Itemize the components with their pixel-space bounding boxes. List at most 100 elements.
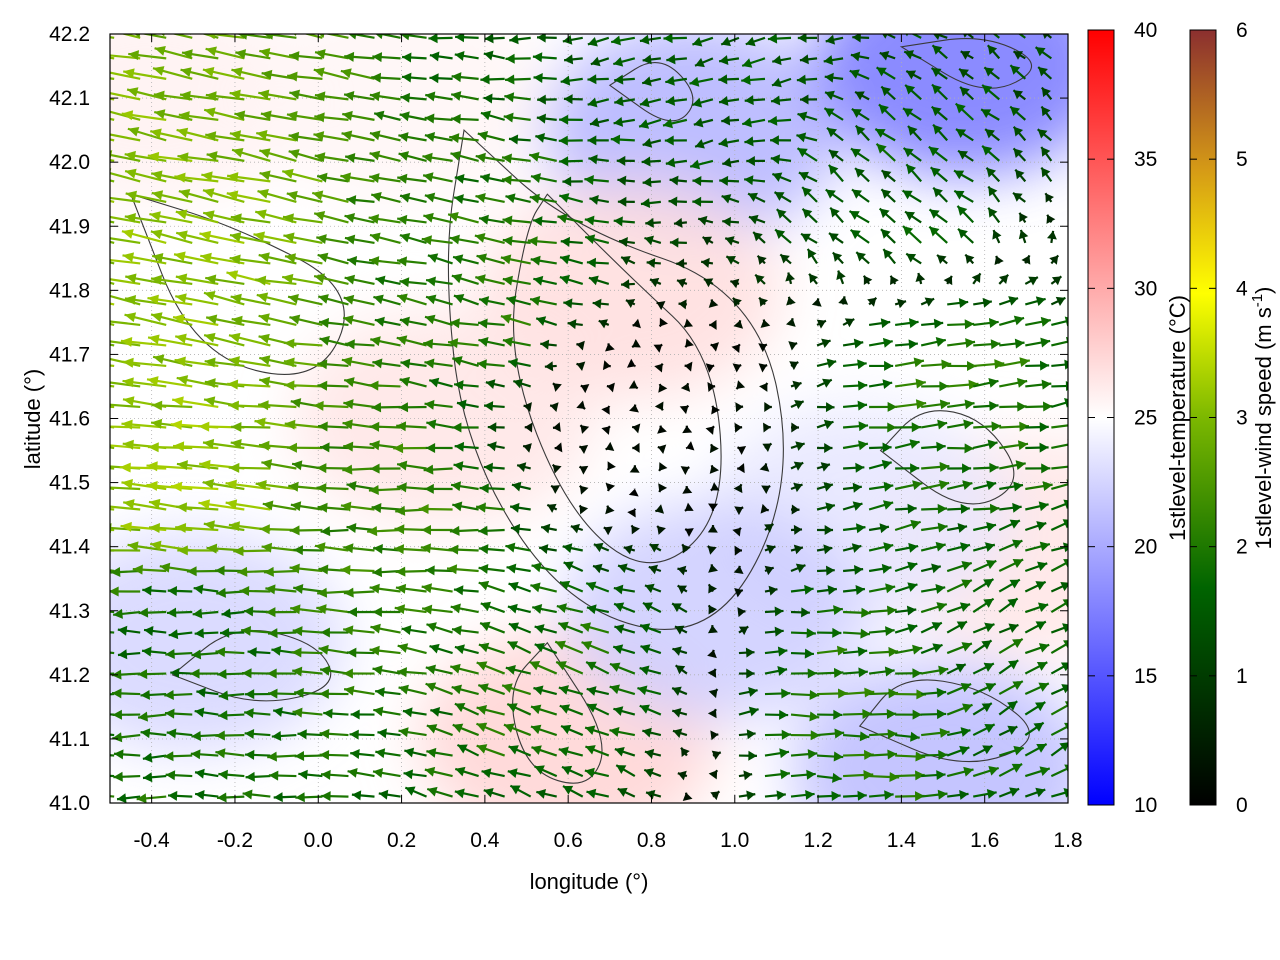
wind-arrow bbox=[972, 597, 995, 613]
wind-arrow-head bbox=[286, 442, 297, 453]
wind-arrow bbox=[973, 297, 993, 308]
wind-arrow bbox=[203, 290, 245, 306]
wind-arrow bbox=[288, 51, 323, 62]
wind-arrow bbox=[956, 205, 975, 224]
y-tick-label: 41.0 bbox=[49, 792, 90, 815]
wind-arrow bbox=[194, 768, 219, 779]
wind-arrow-head bbox=[592, 298, 602, 309]
wind-arrow-head bbox=[707, 649, 717, 659]
wind-arrow-head bbox=[110, 336, 111, 337]
wind-arrow bbox=[946, 766, 974, 778]
wind-arrow bbox=[559, 274, 584, 285]
wind-arrow bbox=[502, 215, 531, 226]
wind-arrow-head bbox=[530, 704, 542, 715]
wind-arrow-shaft bbox=[376, 34, 401, 39]
wind-arrow bbox=[346, 481, 375, 491]
wind-arrow bbox=[344, 152, 375, 163]
wind-arrow-head bbox=[707, 625, 718, 634]
wind-arrow bbox=[1034, 46, 1052, 60]
wind-arrow bbox=[627, 508, 637, 518]
wind-arrow-shaft bbox=[110, 357, 141, 368]
wind-arrow-head bbox=[905, 211, 916, 221]
wind-arrow-head bbox=[245, 749, 255, 760]
wind-arrow-head bbox=[478, 318, 488, 329]
wind-arrow bbox=[816, 481, 834, 492]
wind-arrow-head bbox=[113, 749, 124, 760]
wind-arrow-head bbox=[500, 314, 512, 324]
wind-arrow-head bbox=[95, 255, 106, 265]
wind-arrow-head bbox=[675, 665, 686, 675]
wind-arrow bbox=[178, 111, 219, 121]
wind-arrow bbox=[177, 152, 219, 163]
wind-arrow-head bbox=[393, 544, 405, 555]
wind-arrow-head bbox=[912, 644, 923, 655]
wind-arrow bbox=[920, 643, 943, 655]
wind-arrow bbox=[113, 749, 141, 760]
wind-arrow-head bbox=[505, 53, 515, 64]
wind-arrow bbox=[828, 164, 844, 183]
wind-arrow bbox=[244, 749, 271, 760]
wind-arrow bbox=[167, 790, 193, 801]
wind-arrow-head bbox=[534, 642, 545, 653]
wind-arrow-head bbox=[988, 207, 998, 218]
wind-arrow bbox=[646, 257, 661, 268]
wind-arrow-shaft bbox=[110, 486, 141, 491]
wind-arrow-head bbox=[177, 545, 188, 556]
wind-arrow bbox=[166, 728, 193, 739]
wind-arrow-head bbox=[733, 320, 744, 329]
wind-arrow bbox=[1024, 661, 1048, 675]
wind-arrow bbox=[398, 727, 427, 738]
wind-arrow-head bbox=[284, 253, 297, 264]
wind-arrow-head bbox=[508, 134, 519, 145]
wind-arrow bbox=[377, 728, 401, 739]
wind-arrow bbox=[605, 505, 615, 515]
wind-arrow bbox=[764, 688, 791, 699]
wind-arrow-head bbox=[833, 709, 843, 720]
wind-arrow-head bbox=[682, 544, 691, 554]
wind-arrow bbox=[894, 480, 923, 491]
wind-arrow-head bbox=[113, 608, 123, 619]
wind-colorbar-tick-label: 2 bbox=[1236, 536, 1248, 559]
wind-arrow-head bbox=[677, 585, 688, 595]
wind-arrow bbox=[842, 731, 870, 742]
y-tick-label: 41.1 bbox=[49, 728, 90, 751]
wind-arrow bbox=[449, 234, 479, 245]
wind-arrow-head bbox=[429, 643, 440, 654]
wind-arrow-head bbox=[343, 294, 355, 305]
wind-arrow bbox=[816, 338, 831, 349]
wind-arrow-head bbox=[734, 587, 743, 598]
wind-arrow bbox=[350, 709, 375, 720]
wind-arrow-head bbox=[253, 231, 266, 242]
wind-arrow-head bbox=[233, 546, 244, 557]
wind-arrow bbox=[973, 339, 1001, 350]
wind-arrow bbox=[117, 649, 141, 660]
wind-arrow bbox=[226, 172, 271, 183]
wind-arrow-head bbox=[764, 401, 772, 412]
wind-arrow bbox=[424, 358, 453, 369]
wind-arrow-shaft bbox=[110, 54, 141, 60]
wind-arrow bbox=[629, 465, 640, 473]
wind-arrow-head bbox=[781, 729, 792, 740]
wind-arrow-head bbox=[906, 253, 917, 263]
wind-arrow-head bbox=[424, 483, 434, 494]
wind-arrow-head bbox=[291, 647, 302, 658]
wind-arrow bbox=[928, 225, 948, 244]
wind-arrow bbox=[480, 74, 505, 85]
wind-arrow bbox=[677, 584, 688, 595]
wind-arrow-head bbox=[823, 419, 834, 430]
wind-arrow bbox=[790, 749, 818, 760]
wind-arrow-head bbox=[293, 545, 303, 556]
wind-arrow bbox=[759, 463, 770, 472]
wind-arrow bbox=[998, 680, 1024, 696]
y-tick-label: 42.0 bbox=[49, 151, 90, 174]
wind-arrow bbox=[639, 665, 662, 676]
wind-arrow-head bbox=[165, 649, 175, 660]
wind-arrow bbox=[320, 526, 349, 537]
wind-arrow bbox=[744, 136, 766, 147]
wind-arrow bbox=[265, 584, 297, 595]
wind-arrow-head bbox=[532, 604, 543, 614]
wind-arrow bbox=[505, 542, 531, 553]
wind-arrow bbox=[316, 604, 349, 615]
wind-arrow-head bbox=[666, 54, 676, 65]
wind-arrow-head bbox=[321, 791, 331, 802]
